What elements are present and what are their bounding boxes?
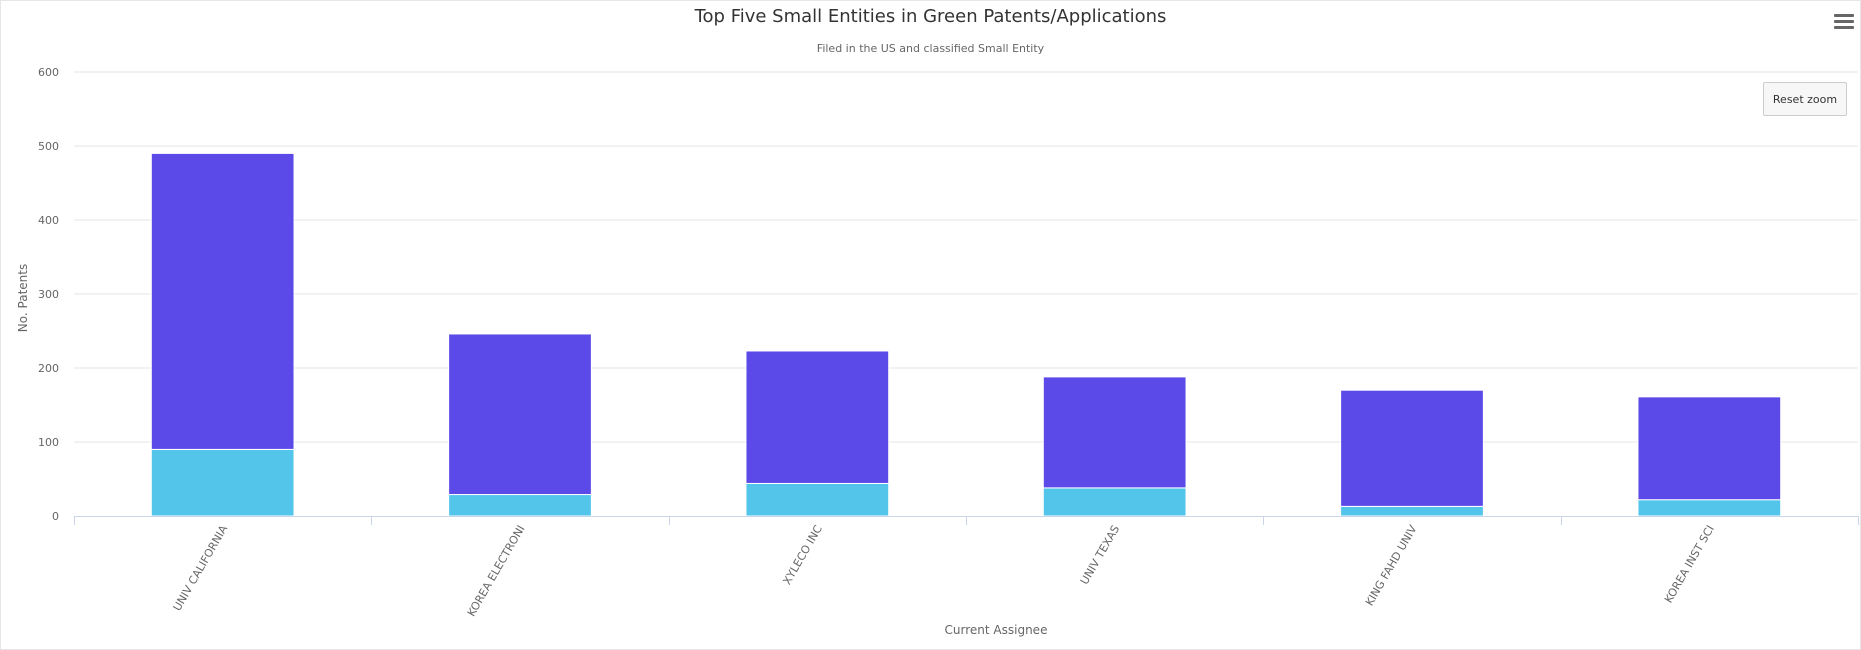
y-tick-label: 600 [38, 66, 59, 79]
y-axis-title: No. Patents [16, 264, 30, 332]
y-tick-label: 300 [38, 288, 59, 301]
bar-segment[interactable] [1637, 499, 1782, 517]
y-tick-label: 500 [38, 140, 59, 153]
x-axis: UNIV CALIFORNIA KOREA ELECTRONI XYLECO INC… [74, 516, 1859, 619]
y-axis-ticks: 0 100 200 300 400 500 600 [38, 66, 59, 523]
bar-segment[interactable] [448, 333, 592, 496]
x-tick-label: XYLECO INC [781, 523, 826, 587]
reset-zoom-button[interactable]: Reset zoom [1763, 82, 1847, 116]
gridlines [74, 71, 1858, 443]
bar-segment[interactable] [150, 152, 295, 450]
menu-line [1834, 20, 1854, 23]
x-tick-label: UNIV CALIFORNIA [171, 523, 231, 614]
y-tick-label: 100 [38, 436, 59, 449]
chart-subtitle: Filed in the US and classified Small Ent… [816, 42, 1045, 55]
bar-segment[interactable] [1042, 487, 1187, 517]
x-tick-label: KOREA ELECTRONI [465, 523, 528, 619]
bar-segment[interactable] [745, 482, 890, 517]
hamburger-menu-icon[interactable] [1834, 14, 1854, 32]
menu-line [1834, 26, 1854, 29]
x-tick-label: UNIV TEXAS [1078, 523, 1122, 587]
y-tick-label: 400 [38, 214, 59, 227]
x-tick-label: KING FAHD UNIV [1363, 523, 1420, 609]
chart-title: Top Five Small Entities in Green Patents… [694, 6, 1167, 27]
menu-line [1834, 14, 1854, 17]
bar-segment[interactable] [150, 448, 295, 517]
x-axis-title: Current Assignee [945, 623, 1048, 637]
y-tick-label: 200 [38, 362, 59, 375]
bar-segment[interactable] [745, 350, 890, 484]
bar-segment[interactable] [1042, 376, 1187, 489]
bar-segment[interactable] [448, 494, 592, 517]
x-tick-label: KOREA INST SCI [1662, 523, 1717, 605]
y-tick-label: 0 [52, 510, 59, 523]
bars [150, 152, 1782, 517]
bar-segment[interactable] [1340, 505, 1484, 517]
bar-segment[interactable] [1340, 389, 1484, 507]
bar-segment[interactable] [1637, 396, 1782, 501]
